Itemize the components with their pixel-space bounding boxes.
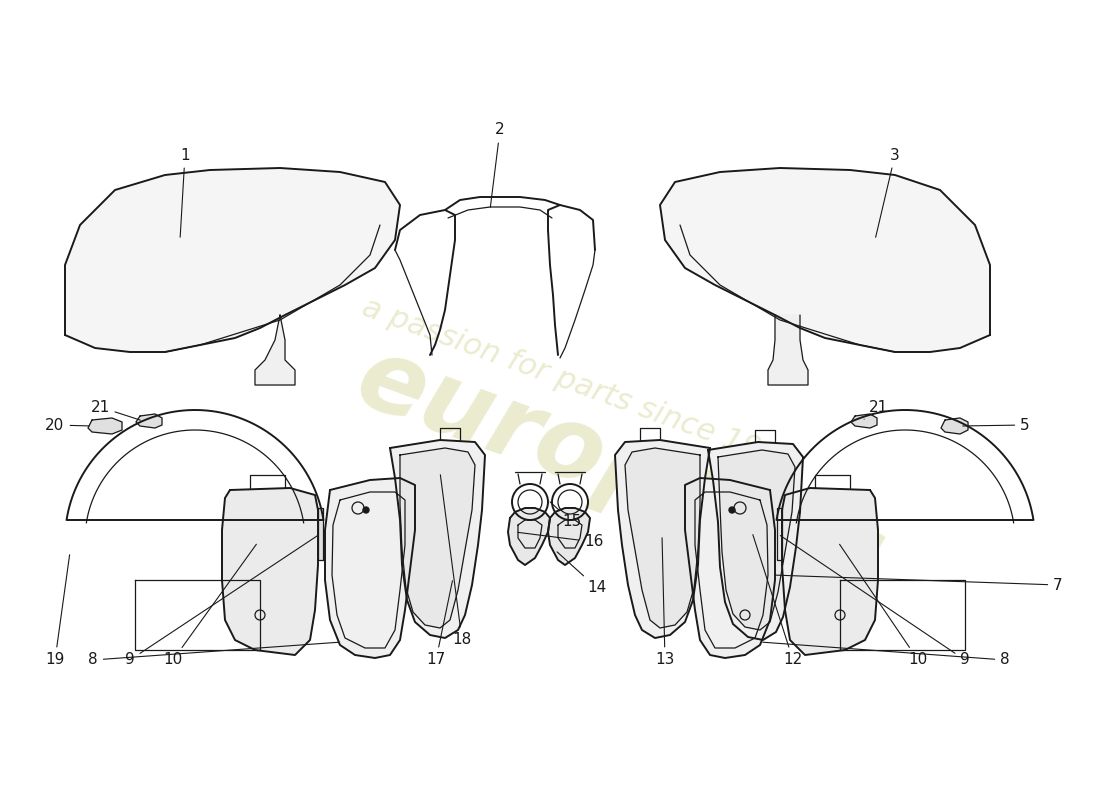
Text: 10: 10 (164, 544, 256, 667)
Polygon shape (685, 478, 775, 658)
Text: a passion for parts since 1985: a passion for parts since 1985 (359, 293, 802, 478)
Polygon shape (390, 440, 485, 638)
Polygon shape (851, 414, 877, 428)
Text: 13: 13 (656, 538, 674, 667)
Text: 3: 3 (876, 147, 900, 238)
Text: 21: 21 (90, 399, 141, 420)
Text: 20: 20 (45, 418, 89, 433)
Polygon shape (625, 448, 700, 628)
Text: 18: 18 (440, 474, 472, 647)
Polygon shape (940, 418, 968, 434)
Polygon shape (718, 450, 795, 630)
Polygon shape (88, 418, 122, 434)
Text: 8: 8 (762, 642, 1010, 667)
Text: 9: 9 (125, 535, 318, 667)
Polygon shape (508, 508, 550, 565)
Polygon shape (768, 315, 808, 385)
Text: 16: 16 (518, 532, 604, 550)
Text: 1: 1 (180, 147, 190, 238)
Text: europarts: europarts (343, 330, 896, 610)
Circle shape (363, 507, 368, 513)
Polygon shape (708, 442, 803, 640)
Text: 5: 5 (962, 418, 1030, 433)
Text: 10: 10 (839, 544, 927, 667)
Text: 2: 2 (491, 122, 505, 207)
Polygon shape (777, 508, 782, 560)
Text: 8: 8 (88, 642, 339, 667)
Polygon shape (324, 478, 415, 658)
Text: 21: 21 (865, 399, 888, 419)
Text: 12: 12 (752, 534, 803, 667)
Polygon shape (660, 168, 990, 352)
Polygon shape (222, 488, 318, 655)
Polygon shape (400, 448, 475, 628)
Polygon shape (318, 508, 323, 560)
Text: 15: 15 (550, 502, 582, 530)
Polygon shape (255, 315, 295, 385)
Polygon shape (65, 168, 400, 352)
Text: 19: 19 (45, 554, 69, 667)
Polygon shape (548, 508, 590, 565)
Polygon shape (615, 440, 710, 638)
Text: 17: 17 (427, 581, 452, 667)
Text: 9: 9 (780, 535, 970, 667)
Polygon shape (136, 414, 162, 428)
Polygon shape (782, 488, 878, 655)
Text: 14: 14 (557, 552, 606, 595)
Circle shape (729, 507, 735, 513)
Text: 7: 7 (774, 575, 1063, 593)
